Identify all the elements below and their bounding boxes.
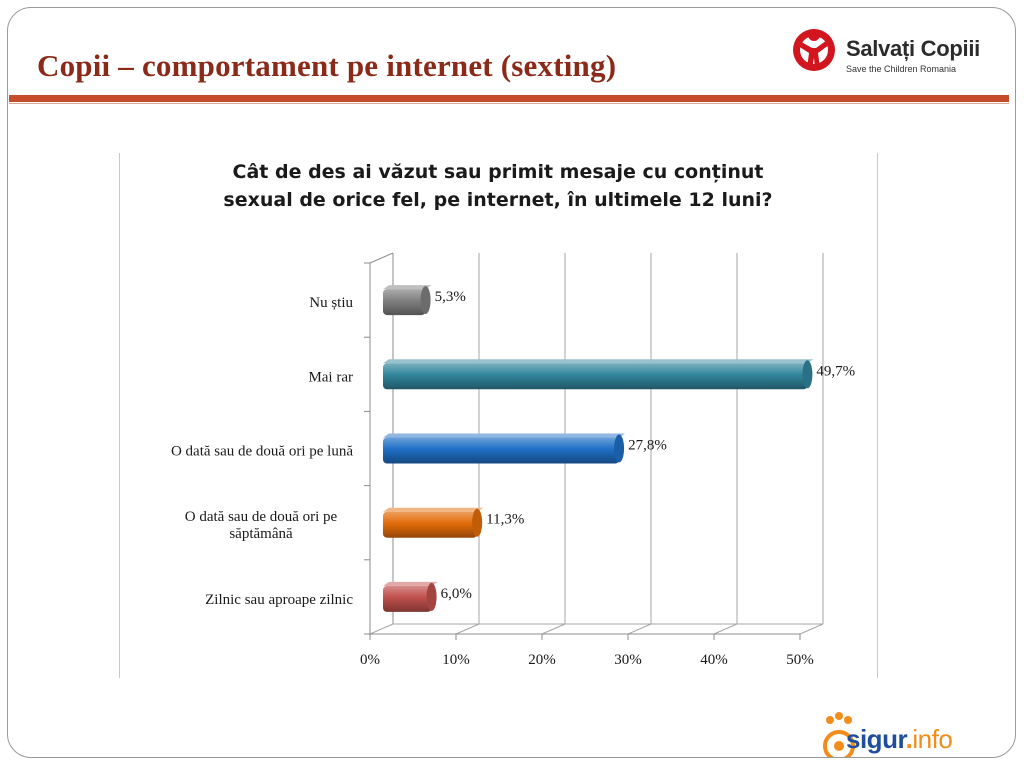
y-axis-top-connector: [369, 252, 394, 264]
chart-frame-left: [119, 153, 120, 678]
bar-end-cap: [472, 508, 483, 537]
sigur-dot: .: [905, 724, 913, 754]
bar: [383, 437, 620, 464]
data-label: 11,3%: [486, 512, 524, 528]
floor-connector-30: [627, 623, 652, 635]
sigur-name: sigur: [846, 724, 906, 754]
bar-top-face: [383, 359, 814, 364]
salvati-copiii-logo: Salvați Copiii Save the Children Romania: [784, 18, 994, 80]
chart-title-line-2: sexual de orice fel, pe internet, în ult…: [223, 189, 773, 211]
salvati-copiii-tagline: Save the Children Romania: [846, 64, 957, 74]
salvati-copiii-emblem-icon: [793, 29, 835, 71]
bar: [383, 511, 478, 538]
category-label: Mai rar: [308, 369, 353, 385]
data-label: 49,7%: [816, 363, 855, 379]
bar: [383, 289, 426, 316]
x-tick-label: 50%: [786, 652, 814, 668]
category-label: săptămână: [229, 526, 293, 542]
data-label: 6,0%: [441, 586, 472, 602]
category-label: Zilnic sau aproape zilnic: [205, 592, 353, 608]
floor-connector-20: [541, 623, 566, 635]
bar-chart: 0% 10% 20% 30% 40% 50% 5,3% Nu știu 49,7% Mai rar…: [171, 252, 855, 668]
data-label: 27,8%: [628, 438, 667, 454]
chart-title-line-1: Cât de des ai văzut sau primit mesaje cu…: [232, 161, 764, 183]
bar-top-face: [383, 285, 432, 290]
category-label: O dată sau de două ori pe: [185, 509, 338, 525]
chart-labels: 0% 10% 20% 30% 40% 50% 5,3% Nu știu 49,7% Mai rar…: [171, 289, 855, 668]
floor-connector-10: [455, 623, 480, 635]
bar-end-cap: [426, 582, 437, 611]
data-label: 5,3%: [435, 289, 466, 305]
x-tick-label: 20%: [528, 652, 556, 668]
title-rule-thin: [9, 103, 1009, 104]
bar-end-cap: [614, 434, 625, 463]
bar: [383, 363, 808, 390]
x-tick-label: 30%: [614, 652, 642, 668]
sigur-info-logo: sigur.info: [820, 710, 1010, 757]
chart-frame-right: [877, 153, 878, 678]
bar: [383, 585, 432, 612]
floor-connector-40: [713, 623, 738, 635]
sigur-tld: info: [912, 724, 953, 754]
salvati-copiii-name: Salvați Copiii: [846, 36, 980, 61]
bar-top-face: [383, 507, 484, 512]
paw-icon: [823, 712, 855, 757]
chart-bars: [383, 285, 814, 612]
floor-connector-0: [369, 623, 394, 635]
bar-top-face: [383, 433, 626, 438]
bar-end-cap: [420, 286, 431, 315]
slide-title: Copii – comportament pe internet (sextin…: [37, 48, 617, 83]
title-rule: [9, 95, 1009, 102]
x-tick-label: 0%: [360, 652, 380, 668]
x-tick-label: 10%: [442, 652, 470, 668]
category-label: Nu știu: [309, 295, 353, 311]
chart-title: Cât de des ai văzut sau primit mesaje cu…: [188, 158, 808, 214]
floor-connector-50: [799, 623, 824, 635]
bar-top-face: [383, 581, 438, 586]
slide: Copii – comportament pe internet (sextin…: [7, 7, 1016, 758]
category-label: O dată sau de două ori pe lună: [171, 444, 353, 460]
x-tick-label: 40%: [700, 652, 728, 668]
bar-end-cap: [802, 360, 813, 389]
